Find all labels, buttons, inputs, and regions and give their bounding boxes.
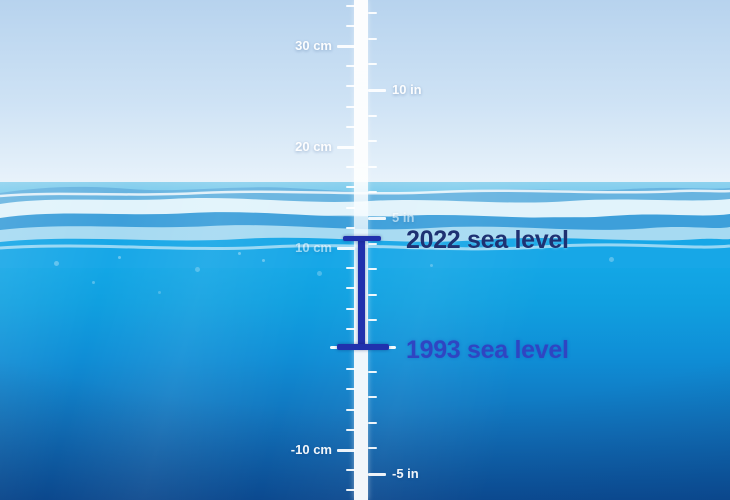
ruler-tick (368, 293, 377, 296)
ruler-tick (346, 307, 355, 310)
ruler-tick (346, 428, 355, 431)
ruler-tick (346, 186, 355, 189)
sea-level-2022-label: 2022 sea level (406, 226, 569, 254)
ruler-label: 10 in (392, 82, 422, 97)
wave-distant-whitecap (0, 189, 730, 198)
ruler-tick (368, 114, 377, 117)
ruler-tick (368, 63, 377, 66)
ruler-tick (346, 85, 355, 88)
ruler-tick (368, 12, 377, 15)
ruler-tick (368, 191, 377, 194)
ruler-tick (346, 368, 355, 371)
bracket-cap-top (343, 236, 381, 241)
ruler-tick (368, 140, 377, 143)
ruler-tick (368, 396, 377, 399)
ruler-tick (346, 388, 355, 391)
ruler-tick (368, 370, 377, 373)
ruler-tick (337, 45, 355, 48)
ruler-tick (368, 268, 377, 271)
ruler-tick (346, 469, 355, 472)
ruler-tick (368, 319, 377, 322)
ruler-label: 10 cm (295, 240, 332, 255)
ruler-label: 20 cm (295, 139, 332, 154)
ruler-tick (346, 65, 355, 68)
ruler-tick (346, 327, 355, 330)
ruler-tick (368, 165, 377, 168)
ruler-tick (346, 105, 355, 108)
ruler-tick (346, 287, 355, 290)
ruler-tick (368, 421, 377, 424)
ruler-tick (346, 4, 355, 7)
ruler-tick (368, 473, 386, 476)
ruler-tick (346, 24, 355, 27)
ruler-tick (368, 447, 377, 450)
ruler-tick (368, 217, 386, 220)
sea-level-1993-label: 1993 sea level (406, 336, 569, 364)
ruler-label: 30 cm (295, 38, 332, 53)
ruler-tick (337, 247, 355, 250)
bubbles (0, 0, 3, 3)
bracket-bar (358, 238, 365, 348)
ruler-tick (346, 206, 355, 209)
ruler-label: -5 in (392, 466, 419, 481)
bracket-cap-bottom (337, 344, 389, 350)
ruler-tick (337, 449, 355, 452)
ruler-tick (368, 89, 386, 92)
ruler-tick (346, 166, 355, 169)
wave-foam-line (0, 243, 730, 251)
ruler-tick (368, 242, 377, 245)
ruler-tick (346, 489, 355, 492)
ruler-label: -10 cm (290, 442, 332, 457)
ruler-tick (346, 408, 355, 411)
ruler-label: 5 in (392, 210, 415, 225)
ruler-tick (346, 125, 355, 128)
ruler-tick (368, 37, 377, 40)
ruler-tick (346, 226, 355, 229)
ruler-tick (346, 267, 355, 270)
ruler-tick (337, 146, 355, 149)
